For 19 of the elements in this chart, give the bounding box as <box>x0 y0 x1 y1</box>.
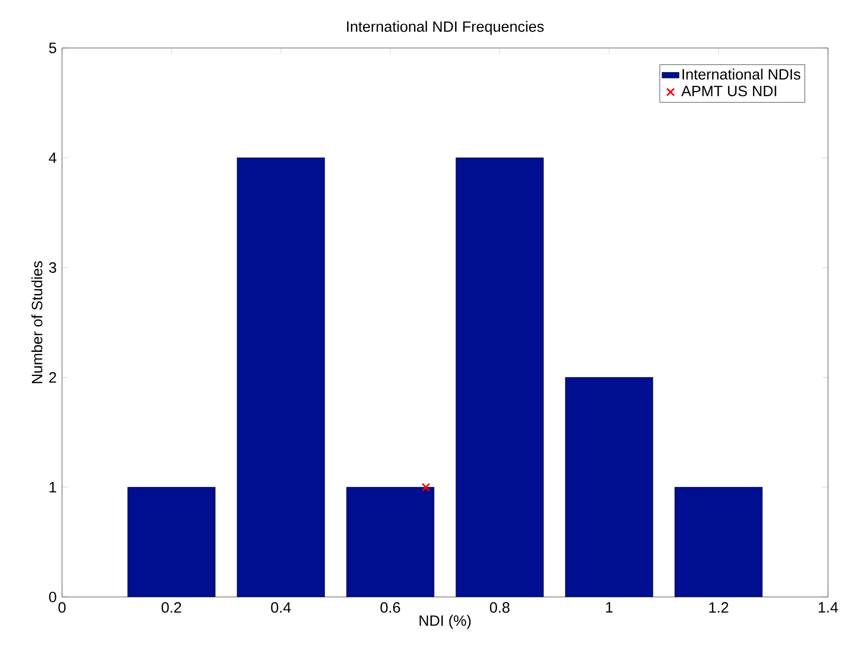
y-tick-label: 0 <box>49 592 56 602</box>
x-tick-label: 1 <box>606 602 613 612</box>
x-tick-label: 1.4 <box>818 602 838 612</box>
x-tick-label: 0.6 <box>380 602 400 613</box>
x-tick-label: 0.4 <box>271 602 291 613</box>
x-tick-label: 0.2 <box>162 602 182 613</box>
y-tick-label: 3 <box>49 262 56 273</box>
y-tick-label: 4 <box>48 152 56 163</box>
y-tick-label: 2 <box>49 372 56 383</box>
x-tick-label: 1.2 <box>709 602 728 613</box>
y-axis-title: Number of Studies <box>31 261 42 384</box>
x-tick-label: 0 <box>58 602 66 613</box>
legend-label: APMT US NDI <box>681 86 776 96</box>
x-tick-label: 0.8 <box>490 602 510 613</box>
x-axis-title: NDI (%) <box>420 614 471 629</box>
legend-label: International NDIs <box>682 68 800 80</box>
y-tick-label: 1 <box>50 482 56 492</box>
chart-title: International NDI Frequencies <box>347 20 544 35</box>
y-tick-label: 5 <box>49 42 56 54</box>
